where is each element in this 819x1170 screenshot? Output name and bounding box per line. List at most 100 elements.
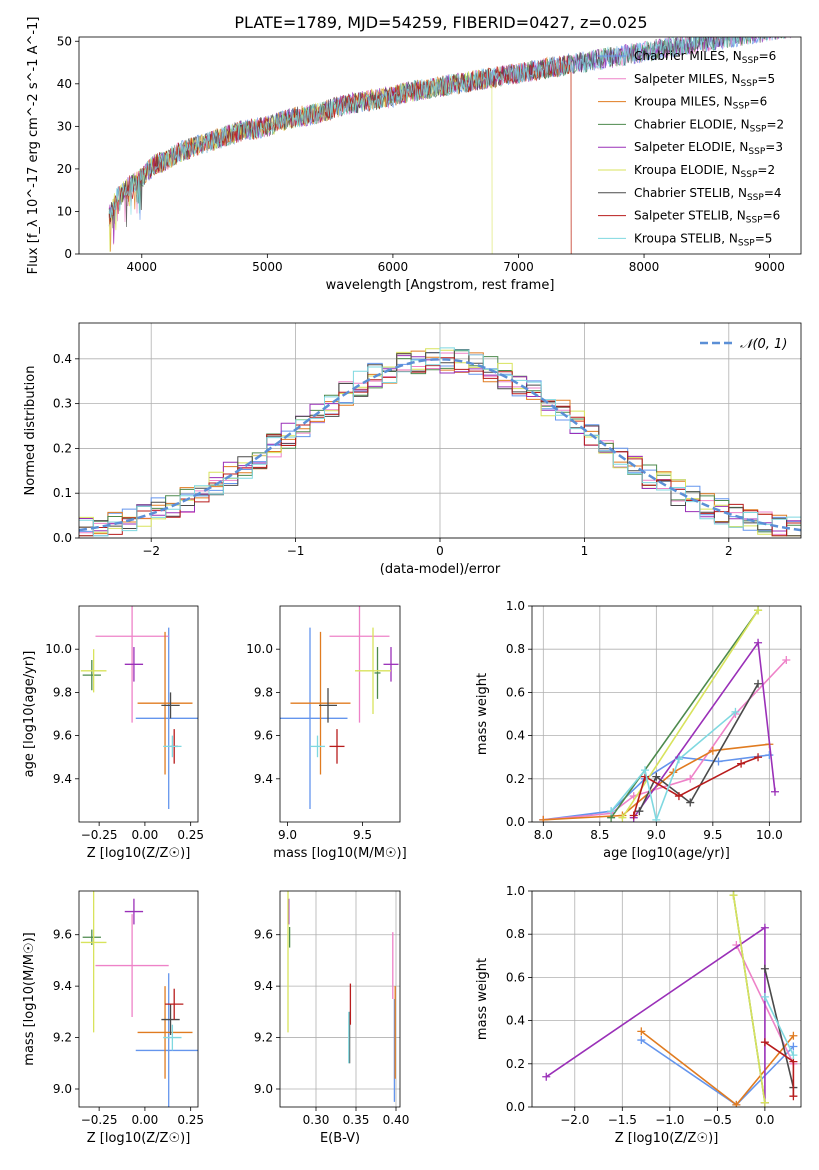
x-tick-label: 7000: [503, 260, 534, 274]
x-tick-label: −1.5: [608, 1113, 637, 1127]
histogram-kroupa-stelib: [79, 347, 801, 537]
errorbar-point: [383, 647, 399, 682]
weight-marker: [760, 964, 769, 973]
y-axis-label: Normed distribution: [23, 366, 38, 496]
x-tick-label: 9.0: [278, 828, 297, 842]
weight-line-kroupa-elodie: [621, 609, 759, 819]
weight-marker: [732, 1100, 741, 1107]
weight-marker: [760, 1038, 769, 1047]
errorbar-point: [329, 729, 345, 764]
x-tick-label: 0.40: [383, 1113, 410, 1127]
legend-label: Chabrier STELIB, NSSP=4: [634, 186, 782, 203]
errorbar-point: [319, 688, 337, 723]
weight-marker: [674, 755, 683, 764]
y-tick-label: 0.6: [506, 970, 525, 984]
y-tick-label: 20: [57, 162, 72, 176]
x-tick-label: −1: [287, 544, 305, 558]
errorbar-point: [95, 606, 169, 723]
y-tick-label: 0.2: [506, 772, 525, 786]
errorbar-point: [124, 647, 144, 682]
errorbar-point: [137, 986, 193, 1079]
y-tick-label: 30: [57, 119, 72, 133]
panel-Z-age: −0.25 0.00 0.25 9.4 9.6 9.8 10.0 Z [log10(Z/Z☉)…: [22, 605, 204, 861]
x-tick-label: 0.35: [343, 1113, 370, 1127]
panel-residuals: −2 −1 0 1 2 0.0 0.1 0.2 0.3 0.4 (data-model)/error…: [23, 322, 802, 577]
legend-label: Chabrier MILES, NSSP=6: [634, 49, 776, 66]
weight-marker: [771, 787, 780, 796]
y-tick-label: 9.4: [53, 772, 72, 786]
axes-frame: [531, 605, 802, 823]
weight-marker: [754, 606, 763, 615]
y-tick-label: 0.4: [506, 729, 525, 743]
errorbar-point: [135, 973, 198, 1107]
axes-frame: [78, 890, 199, 1108]
x-axis-label: (data-model)/error: [380, 562, 501, 577]
y-tick-label: 9.8: [254, 685, 273, 699]
y-tick-label: 0.8: [506, 642, 525, 656]
x-tick-label: 4000: [127, 260, 158, 274]
errorbar-point: [355, 627, 391, 714]
weight-marker: [760, 992, 769, 1001]
axes-frame: [279, 605, 401, 823]
weight-marker: [760, 923, 769, 932]
weight-line-kroupa-elodie: [732, 895, 766, 1103]
legend-label: Kroupa MILES, NSSP=6: [634, 95, 767, 112]
y-tick-label: 10.0: [45, 642, 72, 656]
weight-marker: [686, 798, 695, 807]
x-axis-label: mass [log10(M/M☉)]: [273, 846, 406, 861]
legend-label: Salpeter MILES, NSSP=5: [634, 72, 775, 89]
errorbar-point: [280, 627, 348, 810]
y-tick-label: 9.2: [53, 1031, 72, 1045]
x-tick-label: 2: [725, 544, 733, 558]
y-tick-label: 0.4: [506, 1014, 525, 1028]
x-tick-label: −0.25: [81, 1113, 118, 1127]
x-tick-label: 9000: [754, 260, 785, 274]
weight-marker: [618, 813, 627, 822]
y-axis-label: mass weight: [475, 958, 490, 1040]
y-axis-label: mass [log10(M/M☉)]: [22, 932, 37, 1065]
y-tick-label: 0.2: [53, 441, 72, 455]
x-tick-label: −2: [142, 544, 160, 558]
y-tick-label: 0.1: [53, 486, 72, 500]
weight-line-salpeter-elodie: [633, 640, 776, 819]
legend: Chabrier MILES, NSSP=6 Salpeter MILES, NS…: [598, 49, 784, 248]
spectrum-line-kroupa-miles: [108, 55, 572, 254]
weight-marker: [686, 774, 695, 783]
weight-line-chabrier-elodie: [610, 609, 759, 819]
legend: 𝒩(0, 1): [700, 337, 787, 352]
spectrum-line-kroupa-stelib: [108, 37, 793, 218]
y-tick-label: 0.4: [53, 352, 72, 366]
panel-EBV-mass: 0.30 0.35 0.40 9.0 9.2 9.4 9.6 E(B-V): [254, 890, 410, 1146]
x-tick-label: −0.5: [703, 1113, 732, 1127]
weight-marker: [760, 1098, 769, 1107]
plot-area: [542, 891, 798, 1107]
legend-label: Salpeter ELODIE, NSSP=3: [634, 140, 783, 157]
x-tick-label: 0.00: [132, 1113, 159, 1127]
errorbar-point: [374, 647, 381, 699]
y-tick-label: 0.3: [53, 397, 72, 411]
errorbar-point: [95, 914, 169, 1017]
weight-marker: [789, 1051, 798, 1060]
x-tick-label: 0.30: [303, 1113, 330, 1127]
legend-label: Kroupa STELIB, NSSP=5: [634, 231, 772, 248]
x-tick-label: 5000: [252, 260, 283, 274]
axes-frame: [279, 890, 401, 1108]
axes-frame: [78, 36, 802, 255]
x-tick-label: 9.5: [703, 828, 722, 842]
y-tick-label: 0.2: [506, 1057, 525, 1071]
plot-area: [80, 606, 198, 810]
y-tick-label: 10: [57, 204, 72, 218]
x-tick-label: 0.25: [177, 1113, 204, 1127]
y-tick-label: 9.2: [254, 1031, 273, 1045]
y-axis-label: mass weight: [475, 673, 490, 755]
x-axis-label: wavelength [Angstrom, rest frame]: [326, 278, 555, 293]
plot-area: [79, 347, 801, 537]
y-tick-label: 9.8: [53, 685, 72, 699]
weight-line-salpeter-elodie: [545, 926, 766, 1103]
y-tick-label: 9.0: [53, 1082, 72, 1096]
y-tick-label: 0.0: [506, 815, 525, 829]
y-tick-label: 9.4: [53, 979, 72, 993]
panel-spectrum: 4000 5000 6000 7000 8000 9000 0 10 20 30 40 50 wavel…: [26, 17, 802, 293]
weight-marker: [607, 807, 616, 816]
